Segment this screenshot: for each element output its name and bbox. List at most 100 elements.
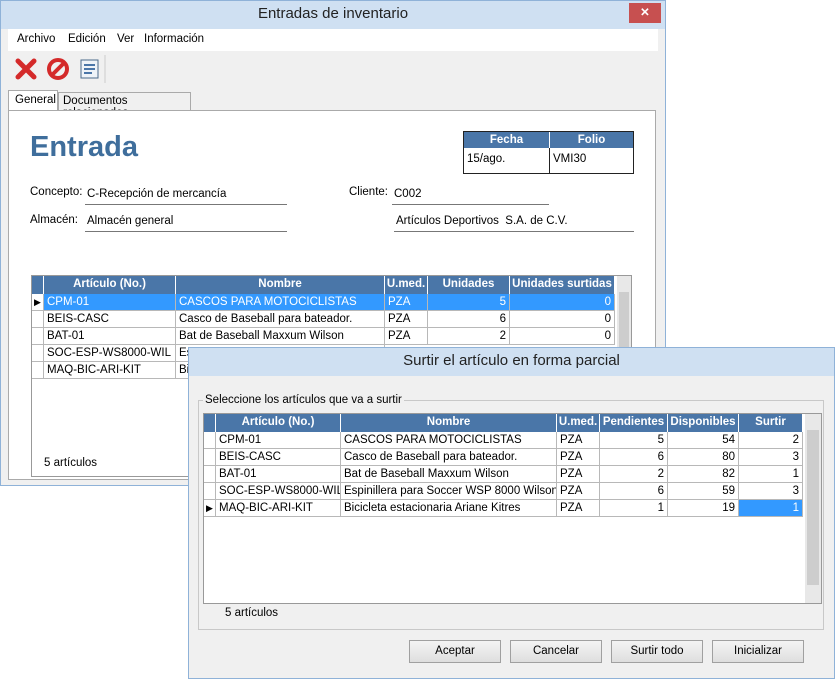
- cell[interactable]: 1: [739, 466, 803, 483]
- cell[interactable]: 3: [739, 483, 803, 500]
- cell[interactable]: 2: [600, 466, 668, 483]
- header-corner: [204, 414, 216, 432]
- cell[interactable]: SOC-ESP-WS8000-WIL: [216, 483, 341, 500]
- menu-item[interactable]: Información: [144, 33, 205, 45]
- cell[interactable]: Bat de Baseball Maxxum Wilson: [341, 466, 557, 483]
- cell[interactable]: PZA: [557, 466, 600, 483]
- grid-footer: 5 artículos: [225, 607, 279, 619]
- column-header: Nombre: [341, 414, 557, 432]
- button[interactable]: Cancelar: [510, 640, 602, 663]
- cell[interactable]: Espinillera para Soccer WSP 8000 Wilson: [341, 483, 557, 500]
- cell[interactable]: PZA: [385, 311, 428, 328]
- cell[interactable]: 59: [668, 483, 739, 500]
- row-indicator: [32, 311, 44, 328]
- cell[interactable]: CASCOS PARA MOTOCICLISTAS: [341, 432, 557, 449]
- cell[interactable]: CPM-01: [216, 432, 341, 449]
- title-bar: Entradas de inventario: [1, 1, 665, 29]
- row-indicator: [204, 483, 216, 500]
- main-window: Entradas de inventario ✕ Archivo Edición…: [0, 0, 666, 486]
- cell[interactable]: 82: [668, 466, 739, 483]
- cell[interactable]: BEIS-CASC: [44, 311, 176, 328]
- cell[interactable]: SOC-ESP-WS8000-WIL: [44, 345, 176, 362]
- header-table: Fecha Folio 15/ago. VMI30: [463, 131, 634, 174]
- cell[interactable]: PZA: [557, 483, 600, 500]
- field-value[interactable]: C002: [392, 188, 549, 205]
- button[interactable]: Inicializar: [712, 640, 804, 663]
- header-corner: [32, 276, 44, 294]
- button[interactable]: Aceptar: [409, 640, 501, 663]
- cell[interactable]: 54: [668, 432, 739, 449]
- column-header: U.med.: [385, 276, 428, 294]
- cell[interactable]: BEIS-CASC: [216, 449, 341, 466]
- row-indicator: [32, 328, 44, 345]
- cell[interactable]: PZA: [385, 294, 428, 311]
- button[interactable]: Surtir todo: [611, 640, 703, 663]
- column-header: U.med.: [557, 414, 600, 432]
- group-box: [198, 400, 824, 630]
- cell[interactable]: PZA: [557, 432, 600, 449]
- row-indicator: [204, 466, 216, 483]
- menu-item[interactable]: Edición: [68, 33, 106, 45]
- cell[interactable]: 6: [600, 483, 668, 500]
- cell[interactable]: 19: [668, 500, 739, 517]
- tab[interactable]: General: [8, 90, 58, 111]
- cell[interactable]: 5: [600, 432, 668, 449]
- field-value[interactable]: C-Recepción de mercancía: [85, 188, 287, 205]
- cell[interactable]: BAT-01: [216, 466, 341, 483]
- row-indicator: ▶: [32, 294, 44, 311]
- column-header: Folio: [550, 132, 633, 148]
- tab[interactable]: Documentos relacionados: [58, 92, 191, 119]
- column-header: Disponibles: [668, 414, 739, 432]
- field-value[interactable]: Almacén general: [85, 215, 287, 232]
- cell[interactable]: 3: [739, 449, 803, 466]
- cell[interactable]: MAQ-BIC-ARI-KIT: [44, 362, 176, 379]
- column-header: Unidades surtidas: [510, 276, 615, 294]
- field-label: Cliente:: [349, 186, 388, 198]
- toolbar: [15, 55, 106, 83]
- cell[interactable]: 2: [739, 432, 803, 449]
- tab-label: General: [15, 94, 56, 106]
- menu-item[interactable]: Ver: [117, 33, 135, 45]
- cell[interactable]: PZA: [557, 500, 600, 517]
- cell[interactable]: 0: [510, 328, 615, 345]
- column-header: Unidades: [428, 276, 510, 294]
- window-title: Entradas de inventario: [257, 5, 409, 22]
- cell[interactable]: CASCOS PARA MOTOCICLISTAS: [176, 294, 385, 311]
- cell[interactable]: 6: [428, 311, 510, 328]
- column-header: Fecha: [464, 132, 550, 148]
- cancel-icon[interactable]: [47, 58, 69, 80]
- column-header: Artículo (No.): [44, 276, 176, 294]
- cell[interactable]: 0: [510, 294, 615, 311]
- cell[interactable]: MAQ-BIC-ARI-KIT: [216, 500, 341, 517]
- report-icon[interactable]: [80, 59, 99, 79]
- cell[interactable]: 5: [428, 294, 510, 311]
- cell[interactable]: 1: [600, 500, 668, 517]
- title-bar: Surtir el artículo en forma parcial: [189, 348, 834, 376]
- menu-item[interactable]: Archivo: [17, 33, 56, 45]
- cell: VMI30: [553, 153, 587, 165]
- cell[interactable]: 0: [510, 311, 615, 328]
- cell[interactable]: Casco de Baseball para bateador.: [176, 311, 385, 328]
- group-label: Seleccione los artículos que va a surtir: [203, 394, 404, 406]
- cell[interactable]: BAT-01: [44, 328, 176, 345]
- field-label: Concepto:: [30, 186, 83, 198]
- row-indicator: [32, 345, 44, 362]
- cell[interactable]: PZA: [385, 328, 428, 345]
- cell[interactable]: PZA: [557, 449, 600, 466]
- cell[interactable]: Casco de Baseball para bateador.: [341, 449, 557, 466]
- cell[interactable]: 6: [600, 449, 668, 466]
- cell[interactable]: 1: [739, 500, 803, 517]
- row-indicator: [32, 362, 44, 379]
- column-header: Pendientes: [600, 414, 668, 432]
- cell[interactable]: Bicicleta estacionaria Ariane Kitres: [341, 500, 557, 517]
- cell[interactable]: 2: [428, 328, 510, 345]
- column-header: Artículo (No.): [216, 414, 341, 432]
- cell[interactable]: 80: [668, 449, 739, 466]
- cell[interactable]: CPM-01: [44, 294, 176, 311]
- cell[interactable]: Bat de Baseball Maxxum Wilson: [176, 328, 385, 345]
- dialog: Surtir el artículo en forma parcial Sele…: [188, 347, 835, 679]
- delete-icon[interactable]: [15, 58, 37, 80]
- row-indicator: [204, 432, 216, 449]
- close-button[interactable]: ✕: [629, 3, 661, 23]
